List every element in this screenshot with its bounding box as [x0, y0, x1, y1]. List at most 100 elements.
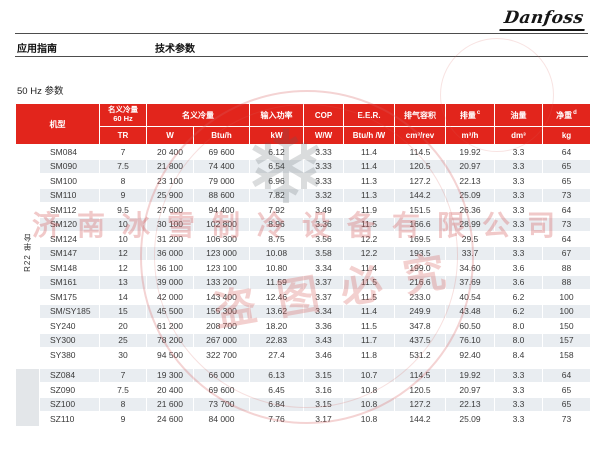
- value-cell: 14: [99, 289, 147, 305]
- value-cell: 12.2: [343, 245, 395, 261]
- value-cell: 11.4: [343, 303, 395, 319]
- table-row: SM112 9.5 27 600 94 400 7.92 3.49 11.9 151.5 26.…: [16, 202, 591, 218]
- value-cell: 3.58: [303, 245, 344, 261]
- value-cell: 84 000: [193, 411, 250, 427]
- group-label-cell: R22 单台: [15, 144, 40, 363]
- value-cell: 20.97: [445, 382, 495, 398]
- value-cell: 9: [99, 411, 147, 427]
- value-cell: 3.3: [494, 231, 543, 247]
- table-row: SM120 10 30 100 102 800 8.96 3.36 11.5 166.6 28.…: [16, 216, 591, 232]
- unit-btuhw: Btu/h /W: [343, 126, 395, 145]
- value-cell: 25.09: [445, 187, 495, 203]
- model-cell: SM084: [39, 144, 100, 160]
- value-cell: 27 600: [146, 202, 194, 218]
- value-cell: 144.2: [394, 187, 446, 203]
- value-cell: 12.2: [343, 231, 395, 247]
- value-cell: 24 600: [146, 411, 194, 427]
- value-cell: 88: [542, 274, 591, 290]
- value-cell: 10.08: [249, 245, 304, 261]
- value-cell: 12.46: [249, 289, 304, 305]
- value-cell: 3.6: [494, 260, 543, 276]
- table-row: SY300 25 78 200 267 000 22.83 3.43 11.7 437.5 76…: [16, 332, 591, 348]
- value-cell: 11.5: [343, 289, 395, 305]
- value-cell: 74 400: [193, 158, 250, 174]
- col-header-net-weight: 净重d: [542, 103, 591, 127]
- value-cell: 3.3: [494, 173, 543, 189]
- value-cell: 31 200: [146, 231, 194, 247]
- value-cell: 144.2: [394, 411, 446, 427]
- value-cell: 30: [99, 347, 147, 363]
- model-cell: SM100: [39, 173, 100, 189]
- value-cell: 123 100: [193, 260, 250, 276]
- model-cell: SM147: [39, 245, 100, 261]
- value-cell: 3.3: [494, 158, 543, 174]
- value-cell: 65: [542, 158, 591, 174]
- value-cell: 19.92: [445, 144, 495, 160]
- value-cell: 65: [542, 396, 591, 412]
- value-cell: 94 400: [193, 202, 250, 218]
- value-cell: 13: [99, 274, 147, 290]
- value-cell: 60.50: [445, 318, 495, 334]
- value-cell: 3.3: [494, 245, 543, 261]
- value-cell: 11.4: [343, 144, 395, 160]
- value-cell: 36 000: [146, 245, 194, 261]
- value-cell: 6.2: [494, 289, 543, 305]
- footnote-marker-c: c: [476, 109, 481, 116]
- table-row: SM161 13 39 000 133 200 11.59 3.37 11.5 216.6 37…: [16, 274, 591, 290]
- value-cell: 67: [542, 245, 591, 261]
- value-cell: 3.3: [494, 144, 543, 160]
- value-cell: 76.10: [445, 332, 495, 348]
- value-cell: 73: [542, 187, 591, 203]
- value-cell: 133 200: [193, 274, 250, 290]
- value-cell: 69 600: [193, 144, 250, 160]
- value-cell: 157: [542, 332, 591, 348]
- value-cell: 267 000: [193, 332, 250, 348]
- value-cell: 6.54: [249, 158, 304, 174]
- value-cell: 29.5: [445, 231, 495, 247]
- value-cell: 8.4: [494, 347, 543, 363]
- table-row: SM100 8 23 100 79 000 6.96 3.33 11.3 127.2 22.13…: [16, 173, 591, 189]
- value-cell: 11.5: [343, 274, 395, 290]
- value-cell: 39 000: [146, 274, 194, 290]
- unit-kw: kW: [249, 126, 304, 145]
- value-cell: 94 500: [146, 347, 194, 363]
- value-cell: 10: [99, 231, 147, 247]
- value-cell: 26.36: [445, 202, 495, 218]
- section-title: 50 Hz 参数: [17, 86, 64, 97]
- value-cell: 3.3: [494, 396, 543, 412]
- value-cell: 127.2: [394, 173, 446, 189]
- value-cell: 3.3: [494, 382, 543, 398]
- value-cell: 65: [542, 382, 591, 398]
- value-cell: 88: [542, 260, 591, 276]
- value-cell: 3.3: [494, 216, 543, 232]
- col-header-input-power: 输入功率: [249, 103, 304, 127]
- value-cell: 79 000: [193, 173, 250, 189]
- value-cell: 155 300: [193, 303, 250, 319]
- model-cell: SY380: [39, 347, 100, 363]
- value-cell: 3.34: [303, 260, 344, 276]
- unit-cm3rev: cm³/rev: [394, 126, 446, 145]
- model-cell: SY300: [39, 332, 100, 348]
- value-cell: 8.0: [494, 332, 543, 348]
- value-cell: 8.75: [249, 231, 304, 247]
- value-cell: 21 800: [146, 158, 194, 174]
- value-cell: 531.2: [394, 347, 446, 363]
- value-cell: 3.17: [303, 411, 344, 427]
- value-cell: 23 100: [146, 173, 194, 189]
- value-cell: 7.92: [249, 202, 304, 218]
- value-cell: 347.8: [394, 318, 446, 334]
- col-header-oil: 油量: [494, 103, 543, 127]
- value-cell: 12: [99, 260, 147, 276]
- value-cell: 10.80: [249, 260, 304, 276]
- unit-ww: W/W: [303, 126, 344, 145]
- value-cell: 322 700: [193, 347, 250, 363]
- value-cell: 100: [542, 303, 591, 319]
- value-cell: 166.6: [394, 216, 446, 232]
- value-cell: 20: [99, 318, 147, 334]
- value-cell: 7: [99, 367, 147, 383]
- unit-btuh: Btu/h: [193, 126, 250, 145]
- col-header-eer: E.E.R.: [343, 103, 395, 127]
- footnote-marker-d: d: [573, 109, 577, 116]
- unit-w: W: [146, 126, 194, 145]
- value-cell: 25.09: [445, 411, 495, 427]
